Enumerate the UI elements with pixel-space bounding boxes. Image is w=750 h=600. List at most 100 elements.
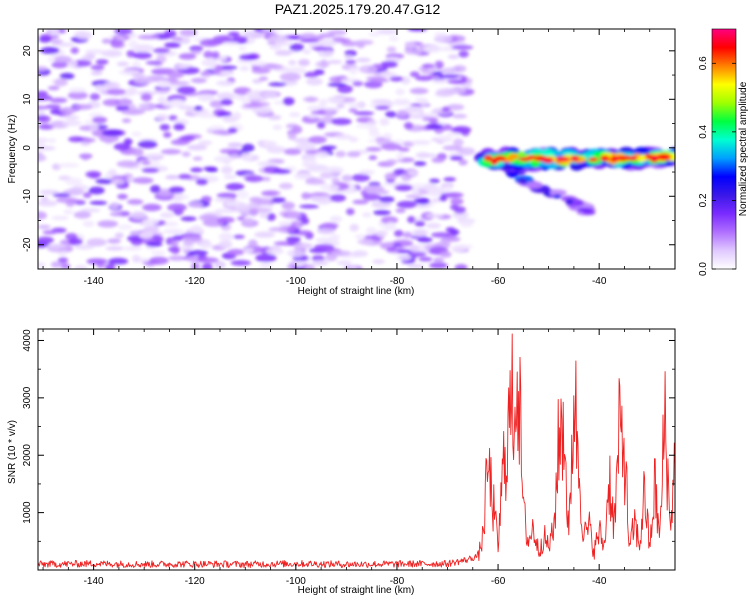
heatmap-cell [306, 77, 323, 86]
heatmap-cell [552, 194, 562, 199]
heatmap-cell [451, 45, 474, 50]
heatmap-cell [167, 70, 184, 79]
colorbar-ticks: 0.0 0.2 0.4 0.6 [698, 56, 736, 276]
heatmap-cell [518, 157, 532, 162]
heatmap-cell [47, 243, 67, 248]
heatmap-cell [555, 156, 570, 162]
heatmap-cell [54, 42, 75, 47]
snr-panel: -140 -120 -100 -80 -60 -40 1000 2000 3000 4000 H… [7, 328, 676, 596]
heatmap-cell [165, 175, 180, 180]
heatmap-cell [311, 260, 329, 266]
heatmap-cell [279, 72, 301, 82]
heatmap-cell [73, 211, 92, 219]
heatmap-cell [356, 42, 365, 49]
heatmap-cell [414, 97, 426, 103]
heatmap-cell [198, 140, 213, 146]
heatmap-cell [392, 100, 412, 106]
heatmap-cell [143, 225, 160, 233]
heatmap-cell [374, 105, 390, 110]
heatmap-cell [329, 233, 341, 242]
heatmap-cell [295, 143, 316, 152]
heatmap-cell [211, 51, 220, 59]
heatmap-cell [316, 121, 326, 129]
heatmap-cell [368, 31, 381, 37]
heatmap-cell [433, 35, 453, 43]
heatmap-cell [82, 220, 95, 228]
heatmap-cell [190, 262, 201, 269]
heatmap-cell [141, 160, 151, 165]
heatmap-cell [216, 216, 235, 224]
heatmap-cell [217, 208, 230, 213]
heatmap-cell [588, 157, 599, 162]
heatmap-cell [248, 208, 259, 216]
heatmap-cell [452, 113, 468, 119]
heatmap-cell [395, 208, 406, 214]
heatmap-cell [214, 64, 223, 73]
heatmap-cell [97, 220, 119, 228]
heatmap-cell [431, 232, 451, 238]
heatmap-cell [131, 131, 142, 137]
heatmap-cell [243, 103, 264, 108]
heatmap-cell [446, 104, 465, 111]
heatmap-cell [248, 239, 258, 248]
heatmap-cell [618, 155, 628, 162]
heatmap-cell [260, 29, 283, 32]
heatmap-cell [242, 248, 254, 253]
heatmap-cell [396, 254, 412, 261]
heatmap-cell [358, 169, 375, 175]
heatmap-cell [302, 158, 317, 166]
heatmap-cell [126, 87, 138, 96]
heatmap-cell [269, 34, 288, 43]
heatmap-cell [407, 170, 419, 176]
heatmap-cell [234, 95, 246, 100]
heatmap-cell [493, 155, 507, 162]
heatmap-cell [225, 183, 245, 191]
heatmap-cell [188, 249, 208, 256]
heatmap-cell [89, 93, 100, 101]
snr-y-axis-label: SNR (10 * v/v) [7, 420, 18, 484]
snr-x-axis-label: Height of straight line (km) [298, 585, 415, 596]
heatmap-cell [138, 231, 154, 239]
heatmap-cell [299, 204, 320, 209]
heatmap-cell [50, 39, 63, 44]
heatmap-cell [90, 70, 103, 76]
heatmap-cell [38, 141, 46, 147]
heatmap-cell [38, 262, 46, 268]
heatmap-cell [379, 118, 390, 126]
heatmap-cell [442, 145, 463, 151]
heatmap-cell [164, 29, 177, 38]
heatmap-cell [101, 129, 123, 137]
heatmap-cell [416, 197, 431, 205]
heatmap-cell [323, 107, 340, 112]
heatmap-cell [415, 203, 431, 209]
heatmap-cell [214, 155, 234, 163]
heatmap-cell [293, 137, 313, 144]
heatmap-cell [240, 152, 254, 161]
heatmap-cell [38, 146, 56, 151]
heatmap-cell [272, 168, 292, 174]
colorbar-label: Normalized spectral amplitude [738, 81, 749, 216]
heatmap-cell [274, 50, 293, 56]
heatmap-cell [291, 125, 303, 134]
heatmap-cell [331, 118, 352, 126]
heatmap-cell [386, 247, 397, 252]
heatmap-cell [89, 124, 99, 132]
heatmap-cell [113, 143, 131, 151]
heatmap-cell [451, 126, 472, 134]
heatmap-cell [145, 60, 163, 65]
heatmap-cell [230, 260, 251, 266]
heatmap-cell [327, 96, 346, 103]
heatmap-cell [449, 155, 463, 161]
heatmap-cell [415, 75, 434, 81]
x-tick-label: -40 [592, 276, 607, 287]
heatmap-cell [95, 178, 115, 184]
heatmap-cell [258, 76, 269, 81]
heatmap-cell [570, 155, 580, 162]
heatmap-cell [336, 260, 352, 266]
heatmap-cell [132, 51, 152, 60]
x-tick-label: -60 [491, 276, 506, 287]
heatmap-cell [483, 154, 493, 162]
colorbar-tick-label: 0.2 [698, 193, 709, 207]
heatmap-cell [106, 88, 127, 96]
heatmap-cell [319, 39, 337, 48]
